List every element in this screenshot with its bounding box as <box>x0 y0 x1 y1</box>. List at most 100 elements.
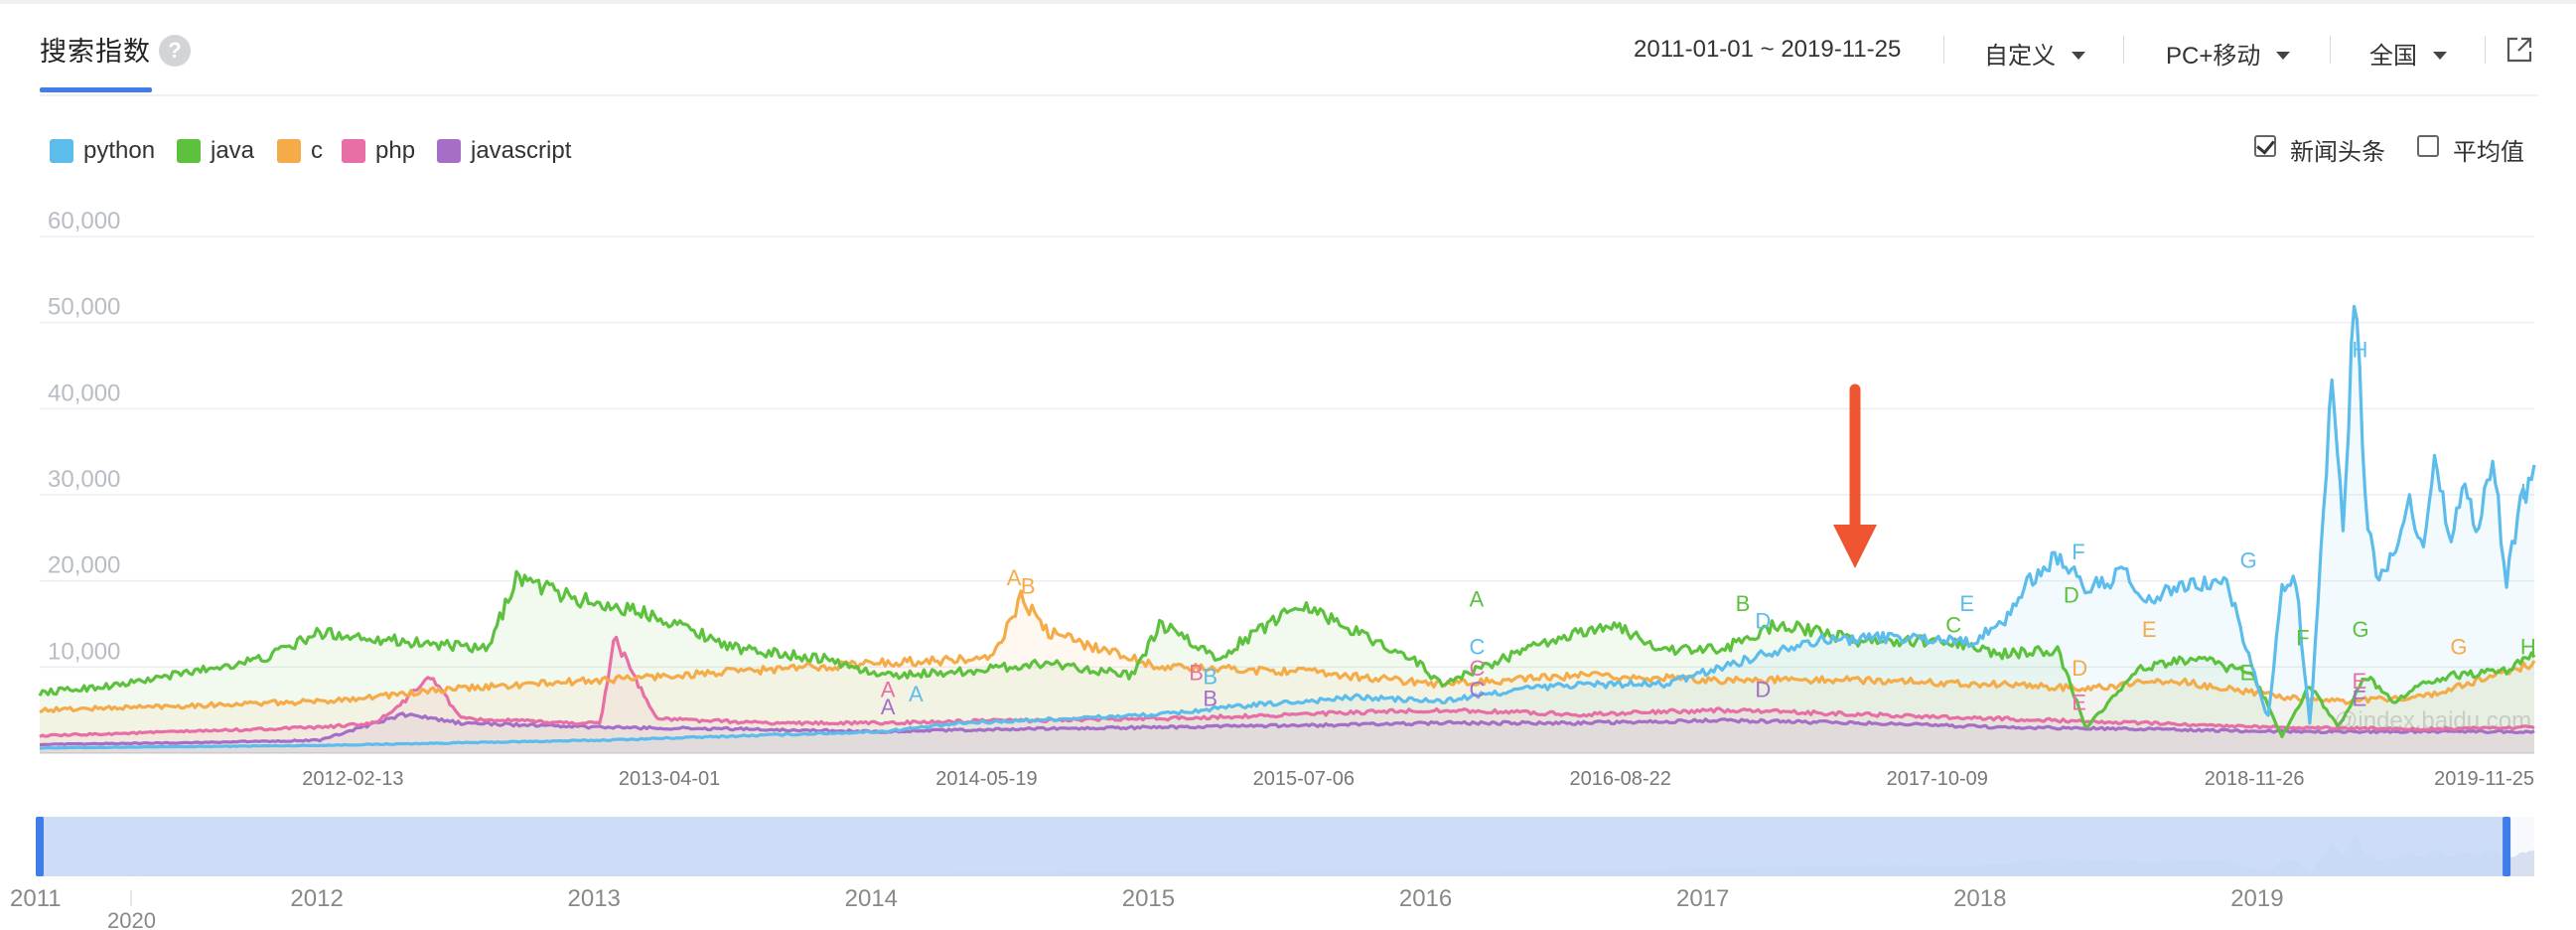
chart-header: 搜索指数 ? 2011-01-01 ~ 2019-11-25 自定义 PC+移动… <box>0 0 2576 96</box>
y-tick-label: 10,000 <box>48 638 120 665</box>
series-area-javascript <box>40 712 2534 753</box>
legend-swatch <box>50 139 73 163</box>
average-label: 平均值 <box>2453 139 2524 166</box>
red-arrow-annotation <box>1833 384 1877 568</box>
series-line-c <box>39 589 2536 714</box>
period-dropdown[interactable]: 自定义 <box>1984 36 2085 71</box>
gridlines <box>40 235 2534 669</box>
annotation-marker: D <box>2072 656 2087 681</box>
series-line-javascript <box>39 711 2535 747</box>
watermark: @index.baidu.com <box>2334 707 2532 734</box>
legend-swatch <box>277 139 301 163</box>
navigator-year-label: 2013 <box>568 885 621 912</box>
annotation-marker: F <box>2296 626 2309 651</box>
navigator-year-label: 2011 <box>10 885 62 912</box>
x-tick-label: 2019-11-25 <box>2434 768 2534 790</box>
annotation-marker: B <box>1189 660 1204 685</box>
date-range-picker[interactable]: 2011-01-01 ~ 2019-11-25 <box>1634 36 1902 63</box>
annotation-marker: H <box>2353 337 2368 362</box>
x-tick-label: 2013-04-01 <box>619 768 720 790</box>
header-divider <box>2123 36 2124 64</box>
x-tick-label: 2016-08-22 <box>1570 768 1671 790</box>
annotation-marker: C <box>1469 656 1485 681</box>
x-tick-label: 2014-05-19 <box>935 768 1037 790</box>
annotation-marker: C <box>1469 678 1485 702</box>
legend-label: javascript <box>471 137 572 164</box>
annotation-marker: D <box>1755 678 1771 702</box>
header-separator <box>40 94 2537 96</box>
x-tick-label: 2018-11-26 <box>2205 768 2305 790</box>
series-line-python <box>39 304 2536 750</box>
navigator-selection[interactable] <box>40 817 2507 876</box>
header-divider <box>1943 36 1944 64</box>
header-divider <box>2485 36 2486 64</box>
annotation-marker: A <box>1469 587 1484 612</box>
navigator-year-label: 2014 <box>845 885 898 912</box>
x-tick-label: 2017-10-09 <box>1887 768 1988 790</box>
annotation-marker: A <box>881 678 896 702</box>
annotation-marker: G <box>2240 548 2257 573</box>
navigator-handle-left[interactable] <box>36 817 44 876</box>
y-tick-label: 20,000 <box>48 552 120 579</box>
annotation-marker: B <box>1736 591 1751 616</box>
navigator-year-label: 2019 <box>2230 885 2283 912</box>
series-line-php <box>39 635 2535 738</box>
annotation-marker: I <box>2520 479 2526 504</box>
x-tick-label: 2012-02-13 <box>302 768 403 790</box>
export-icon[interactable] <box>2505 36 2533 64</box>
y-tick-label: 40,000 <box>48 380 120 406</box>
annotation-marker: E <box>1959 591 1974 616</box>
chevron-down-icon <box>2276 51 2291 60</box>
region-dropdown[interactable]: 全国 <box>2369 36 2447 71</box>
device-dropdown-label: PC+移动 <box>2166 43 2261 70</box>
navigator-extra-label: 2020 <box>107 908 156 930</box>
period-dropdown-label: 自定义 <box>1984 43 2056 70</box>
annotation-marker: B <box>1203 686 1217 710</box>
legend-swatch <box>177 139 201 163</box>
top-border <box>0 0 2576 4</box>
annotation-marker: G <box>2450 634 2467 659</box>
navigator-handle-right[interactable] <box>2503 817 2511 876</box>
annotation-marker: F <box>2072 540 2084 564</box>
annotation-marker: C <box>1469 634 1485 659</box>
y-tick-label: 60,000 <box>48 208 120 234</box>
annotation-marker: A <box>881 695 896 719</box>
checkbox-box <box>2254 135 2276 157</box>
legend-swatch <box>437 139 461 163</box>
y-tick-label: 30,000 <box>48 466 120 493</box>
series-fills <box>40 306 2534 753</box>
series-area-c <box>40 590 2534 753</box>
device-dropdown[interactable]: PC+移动 <box>2166 36 2291 71</box>
annotation-marker: E <box>2072 691 2086 715</box>
legend-label: php <box>375 137 416 164</box>
chevron-down-icon <box>2072 51 2085 60</box>
annotation-marker: E <box>2353 686 2367 710</box>
annotation-marker: B <box>1203 665 1217 690</box>
annotation-marker: E <box>2353 669 2367 694</box>
annotation-marker: G <box>2353 617 2369 642</box>
arrow-head <box>1833 525 1877 568</box>
navigator-year-label: 2017 <box>1676 885 1729 912</box>
header-divider <box>2330 36 2331 64</box>
navigator-year-label: 2015 <box>1122 885 1175 912</box>
navigator-year-label: 2016 <box>1399 885 1452 912</box>
help-icon[interactable]: ? <box>159 35 191 67</box>
legend-label: java <box>211 137 255 164</box>
navigator-year-label: 2018 <box>1953 885 2006 912</box>
annotation-marker: H <box>2520 634 2536 659</box>
news-headlines-label: 新闻头条 <box>2290 139 2385 166</box>
series-lines <box>38 304 2536 750</box>
series-line-java <box>38 569 2536 738</box>
series-area-java <box>40 571 2534 753</box>
y-tick-label: 50,000 <box>48 294 120 321</box>
legend-label: python <box>83 137 156 164</box>
annotation-marker: E <box>2142 617 2157 642</box>
annotation-marker: B <box>1021 574 1036 599</box>
navigator-year-label: 2012 <box>290 885 343 912</box>
legend-swatch <box>342 139 365 163</box>
annotation-marker: D <box>1755 608 1771 633</box>
annotation-marker: A <box>909 682 924 706</box>
legend-label: c <box>311 137 323 164</box>
